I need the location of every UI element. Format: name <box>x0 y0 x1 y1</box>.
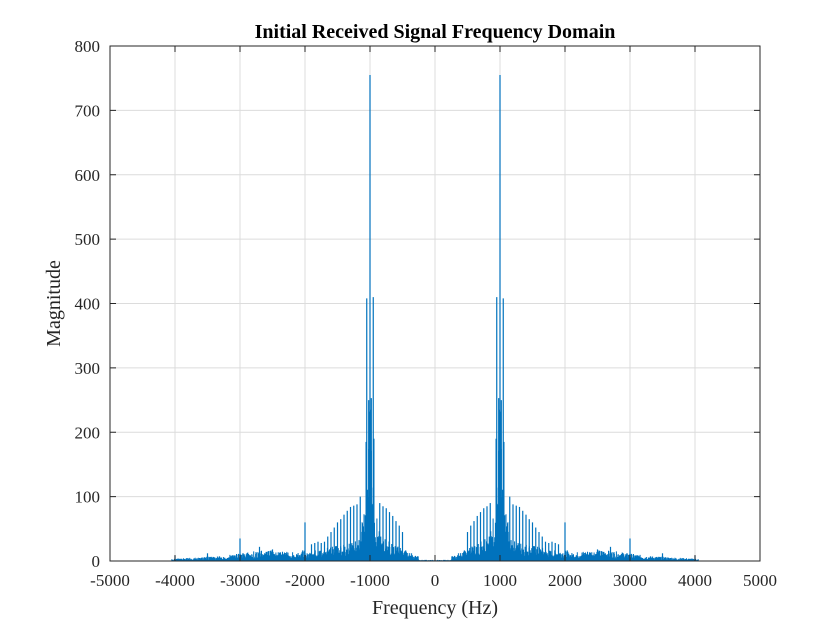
x-tick-label: 1000 <box>483 571 517 590</box>
y-tick-label: 800 <box>75 37 101 56</box>
y-tick-label: 700 <box>75 101 101 120</box>
y-tick-label: 300 <box>75 359 101 378</box>
y-tick-label: 100 <box>75 488 101 507</box>
x-tick-label: -4000 <box>155 571 195 590</box>
x-tick-label: -2000 <box>285 571 325 590</box>
y-tick-label: 600 <box>75 166 101 185</box>
axis-ticks: -5000 -4000 -3000 -2000 -1000 0 1000 2000 3000 40… <box>75 37 778 590</box>
y-axis-title: Magnitude <box>43 260 65 347</box>
y-tick-label: 400 <box>75 295 101 314</box>
y-tick-label: 200 <box>75 423 101 442</box>
x-tick-label: -5000 <box>90 571 130 590</box>
x-tick-label: 0 <box>431 571 440 590</box>
spectrum-series <box>110 74 760 562</box>
x-tick-label: 4000 <box>678 571 712 590</box>
y-tick-label: 0 <box>92 552 101 571</box>
chart-title: Initial Received Signal Frequency Domain <box>255 21 616 43</box>
x-tick-label: 2000 <box>548 571 582 590</box>
y-tick-label: 500 <box>75 230 101 249</box>
x-tick-label: -3000 <box>220 571 260 590</box>
x-tick-label: 3000 <box>613 571 647 590</box>
x-axis-title: Frequency (Hz) <box>372 597 498 619</box>
x-tick-label: 5000 <box>743 571 777 590</box>
x-tick-label: -1000 <box>350 571 390 590</box>
